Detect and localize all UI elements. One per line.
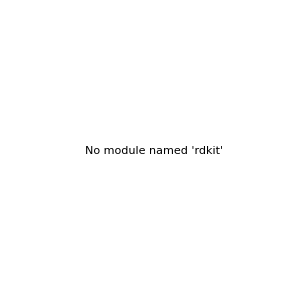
Text: No module named 'rdkit': No module named 'rdkit'	[85, 146, 223, 157]
